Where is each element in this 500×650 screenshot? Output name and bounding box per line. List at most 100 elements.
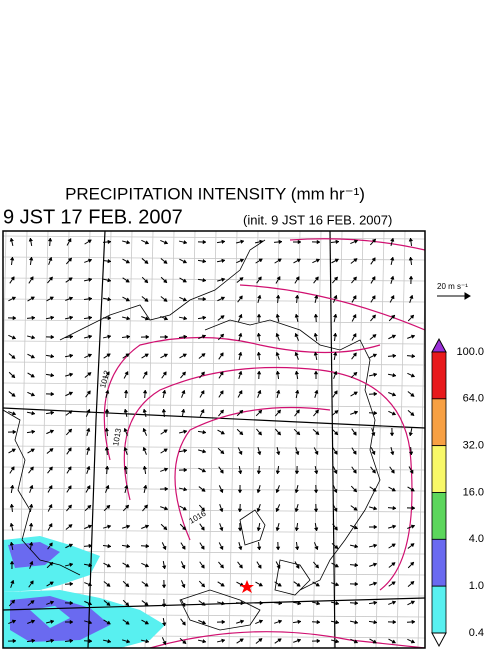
arrow-head	[391, 392, 397, 397]
colorbar-segment	[431, 398, 447, 447]
arrow-head	[372, 639, 377, 644]
arrow-head	[31, 315, 36, 321]
arrow-head	[200, 390, 205, 395]
arrow-head	[408, 451, 414, 456]
arrow-head	[69, 562, 74, 568]
arrow-head	[373, 543, 378, 549]
arrow-head	[31, 335, 36, 340]
arrow-head	[219, 526, 224, 532]
arrow-head	[372, 487, 377, 492]
arrow-head	[88, 315, 93, 321]
arrow-head	[277, 638, 282, 643]
arrow-head	[29, 466, 34, 471]
arrow-head	[30, 448, 35, 453]
arrow-head	[313, 294, 319, 299]
grid-line	[3, 231, 7, 409]
arrow-head	[162, 545, 167, 551]
arrow-head	[239, 638, 244, 643]
grid-line	[3, 424, 425, 429]
arrow-head	[30, 392, 36, 397]
arrow-head	[258, 638, 263, 643]
arrow-head	[107, 315, 112, 321]
arrow-head	[86, 390, 91, 395]
arrow-head	[161, 565, 167, 570]
arrow-head	[392, 619, 397, 625]
arrow-head	[410, 373, 416, 378]
arrow-head	[237, 489, 243, 494]
arrow-head	[275, 470, 281, 475]
arrow-head	[68, 524, 73, 529]
arrow-head	[353, 410, 359, 415]
arrow-head	[124, 371, 129, 376]
arrow-head	[334, 258, 339, 263]
arrow-head	[411, 505, 416, 511]
arrow-head	[163, 506, 169, 511]
arrow-head	[353, 258, 358, 263]
arrow-head	[334, 582, 340, 587]
arrow-head	[257, 294, 262, 299]
arrow-head	[410, 543, 415, 548]
arrow-head	[106, 353, 111, 358]
arrow-head	[50, 410, 55, 416]
arrow-head	[411, 619, 416, 625]
arrow-head	[373, 524, 378, 530]
colorbar-segment	[431, 351, 447, 400]
arrow-head	[88, 296, 93, 302]
arrow-head	[371, 450, 376, 456]
arrow-head	[392, 353, 397, 359]
arrow-head	[239, 258, 245, 263]
arrow-head	[201, 601, 206, 606]
arrow-head	[123, 389, 129, 394]
arrow-head	[221, 638, 226, 644]
arrow-head	[353, 371, 358, 377]
arrow-head	[256, 370, 262, 375]
arrow-head	[410, 639, 416, 644]
arrow-head	[107, 524, 112, 529]
arrow-head	[373, 410, 378, 416]
arrow-head	[11, 411, 17, 416]
arrow-head	[123, 408, 129, 413]
arrow-head	[315, 258, 321, 263]
arrow-head	[69, 600, 74, 606]
arrow-head	[106, 601, 111, 606]
arrow-head	[202, 239, 207, 245]
arrow-head	[410, 334, 416, 339]
arrow-head	[164, 486, 169, 492]
arrow-head	[69, 315, 74, 321]
arrow-head	[107, 334, 112, 340]
arrow-head	[183, 486, 188, 492]
arrow-head	[107, 543, 112, 549]
arrow-head	[352, 276, 357, 281]
arrow-head	[294, 546, 300, 551]
arrow-head	[124, 504, 130, 509]
colorbar-segment	[431, 538, 447, 587]
arrow-head	[164, 334, 169, 340]
arrow-head	[67, 257, 72, 262]
grid-line	[354, 231, 364, 648]
arrow-head	[410, 600, 415, 605]
arrow-head	[67, 428, 73, 433]
arrow-head	[333, 488, 338, 494]
arrow-head	[202, 449, 207, 454]
arrow-head	[313, 351, 319, 356]
grid-line	[123, 231, 133, 648]
arrow-head	[162, 278, 168, 284]
arrow-head	[275, 370, 281, 375]
arrow-head	[11, 392, 16, 397]
arrow-head	[258, 258, 263, 263]
arrow-head	[257, 389, 262, 395]
arrow-head	[219, 564, 224, 569]
arrow-head	[314, 545, 319, 551]
grid-line	[3, 382, 425, 387]
arrow-head	[294, 508, 299, 513]
arrow-head	[182, 297, 188, 302]
arrow-head	[258, 619, 264, 624]
arrow-head	[88, 620, 93, 625]
arrow-head	[257, 564, 262, 569]
arrow-head	[28, 256, 34, 261]
arrow-head	[256, 507, 261, 513]
arrow-head	[294, 332, 299, 338]
arrow-head	[314, 564, 319, 569]
colorbar-bottom	[431, 632, 447, 648]
arrow-head	[28, 503, 34, 508]
